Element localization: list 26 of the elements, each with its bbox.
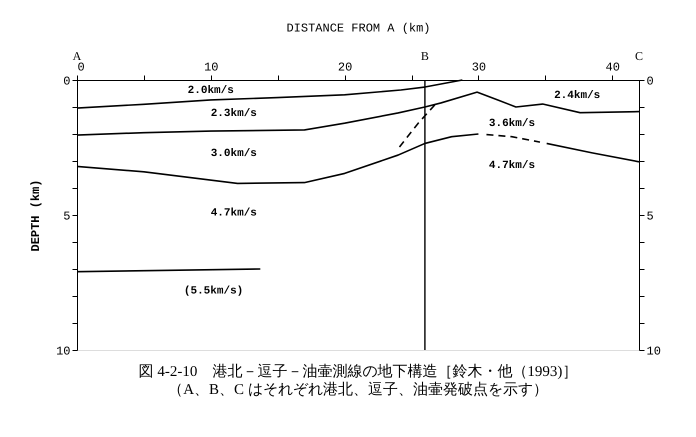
y-axis-title: DEPTH (km)	[29, 179, 44, 252]
y-tick-label: 5	[63, 210, 70, 224]
x-tick-label: 0	[78, 60, 85, 74]
x-tick-label: 20	[338, 60, 352, 74]
y-tick-label: 10	[56, 344, 70, 358]
text: A	[72, 49, 82, 63]
text: C	[634, 49, 644, 63]
x-tick-label: 10	[204, 60, 219, 74]
annotation: (5.5km/s)	[184, 286, 244, 298]
y2-tick-label: 5	[646, 210, 654, 224]
annotation: 3.6km/s	[488, 118, 536, 130]
y-tick-label: 0	[63, 74, 70, 88]
x-axis-title: DISTANCE FROM A (km)	[286, 22, 431, 36]
annotation: 3.0km/s	[210, 148, 257, 160]
annotation: 4.7km/s	[488, 160, 536, 172]
ref-line-label: B	[420, 49, 429, 63]
annotation: 2.4km/s	[554, 90, 600, 102]
text: （A、B、C はそれぞれ港北、逗子、油壷発破点を示す）	[168, 381, 548, 398]
text: 図 4-2-10 港北－逗子－油壷測線の地下構造［鈴木・他（1993)］	[138, 363, 578, 380]
y2-tick-label: 0	[646, 74, 654, 88]
x-tick-label: 30	[472, 60, 486, 74]
annotation: 2.0km/s	[188, 84, 234, 97]
annotation: 2.3km/s	[210, 108, 257, 120]
x-tick-label: 40	[606, 60, 620, 74]
y2-tick-label: 10	[646, 344, 661, 358]
annotation: 4.7km/s	[210, 207, 257, 220]
